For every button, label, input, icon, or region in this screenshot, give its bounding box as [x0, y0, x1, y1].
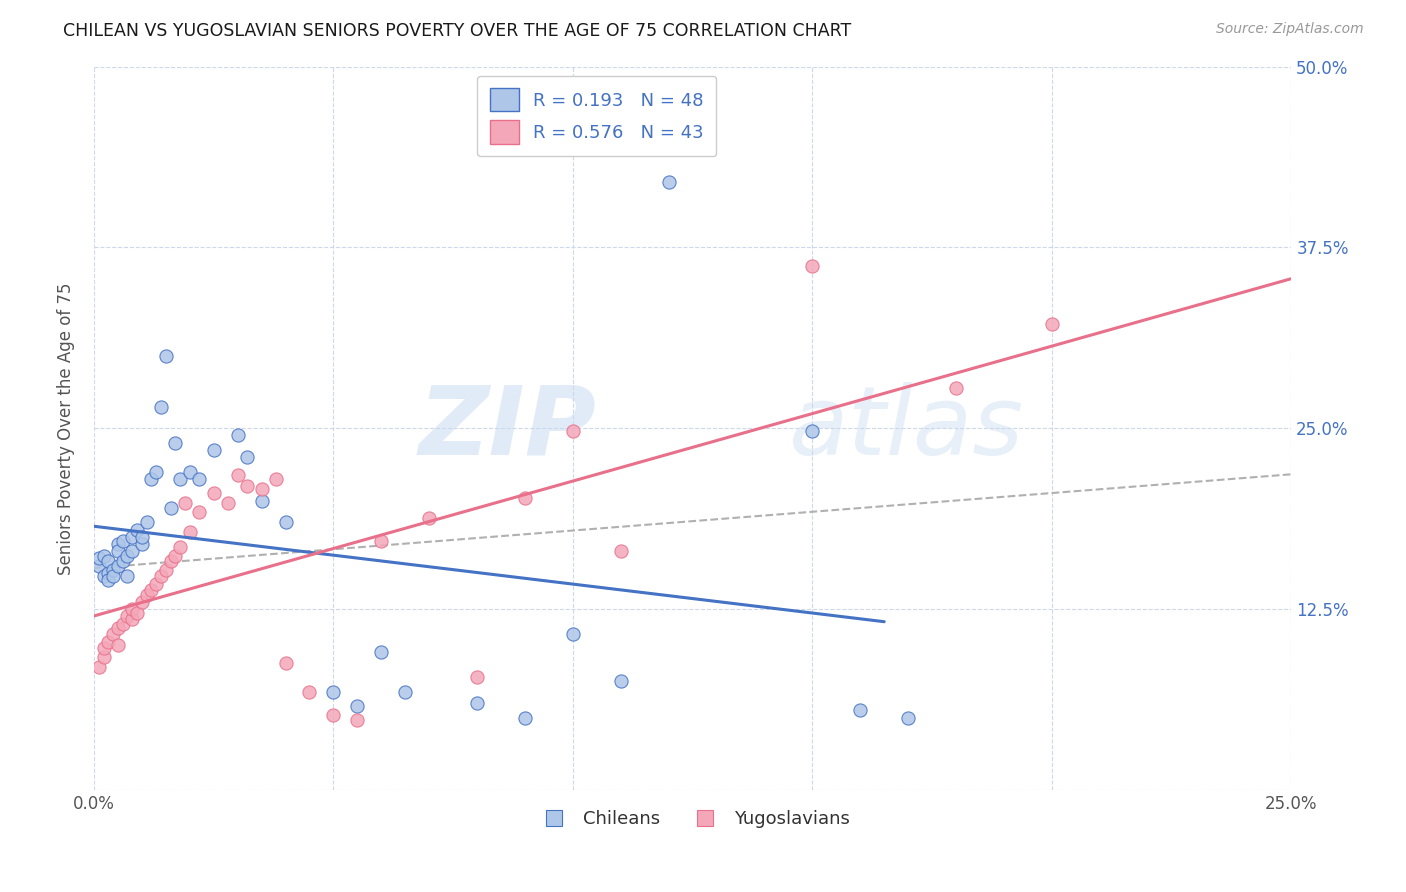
Point: [155, 349, 177, 363]
Point: [897, 710, 920, 724]
Point: [107, 544, 129, 558]
Point: [141, 472, 163, 486]
Point: [346, 698, 368, 713]
Point: [87, 558, 110, 573]
Point: [131, 595, 153, 609]
Point: [159, 500, 181, 515]
Point: [93, 569, 115, 583]
Point: [87, 660, 110, 674]
Point: [169, 540, 191, 554]
Point: [131, 537, 153, 551]
Point: [1040, 317, 1063, 331]
Point: [370, 645, 392, 659]
Point: [117, 569, 139, 583]
Point: [274, 656, 297, 670]
Point: [179, 525, 201, 540]
Point: [117, 549, 139, 563]
Point: [97, 573, 120, 587]
Point: [236, 450, 259, 465]
Legend: Chileans, Yugoslavians: Chileans, Yugoslavians: [529, 803, 856, 835]
Point: [658, 175, 681, 189]
Point: [121, 544, 143, 558]
Point: [202, 486, 225, 500]
Point: [135, 588, 157, 602]
Point: [298, 684, 321, 698]
Point: [945, 381, 967, 395]
Point: [149, 400, 172, 414]
Text: atlas: atlas: [789, 382, 1024, 475]
Point: [97, 566, 120, 580]
Point: [394, 684, 416, 698]
Point: [121, 612, 143, 626]
Point: [849, 703, 872, 717]
Point: [561, 626, 583, 640]
Point: [250, 482, 273, 496]
Point: [93, 549, 115, 563]
Point: [226, 467, 249, 482]
Point: [202, 442, 225, 457]
Point: [107, 621, 129, 635]
Y-axis label: Seniors Poverty Over the Age of 75: Seniors Poverty Over the Age of 75: [58, 282, 75, 574]
Point: [346, 714, 368, 728]
Point: [250, 493, 273, 508]
Point: [145, 465, 167, 479]
Point: [107, 638, 129, 652]
Point: [236, 479, 259, 493]
Point: [107, 537, 129, 551]
Point: [513, 710, 536, 724]
Point: [610, 544, 633, 558]
Text: Source: ZipAtlas.com: Source: ZipAtlas.com: [1216, 22, 1364, 37]
Point: [801, 424, 824, 438]
Point: [174, 496, 197, 510]
Point: [111, 616, 134, 631]
Point: [169, 472, 191, 486]
Point: [801, 259, 824, 273]
Point: [159, 554, 181, 568]
Point: [188, 472, 211, 486]
Point: [322, 684, 344, 698]
Point: [111, 554, 134, 568]
Point: [97, 635, 120, 649]
Point: [217, 496, 239, 510]
Point: [117, 609, 139, 624]
Point: [145, 577, 167, 591]
Point: [155, 563, 177, 577]
Point: [121, 530, 143, 544]
Point: [93, 649, 115, 664]
Point: [226, 428, 249, 442]
Point: [561, 424, 583, 438]
Point: [188, 505, 211, 519]
Point: [125, 607, 148, 621]
Point: [135, 516, 157, 530]
Point: [107, 558, 129, 573]
Point: [179, 465, 201, 479]
Point: [101, 569, 124, 583]
Point: [165, 549, 187, 563]
Point: [125, 523, 148, 537]
Point: [370, 534, 392, 549]
Point: [101, 626, 124, 640]
Text: ZIP: ZIP: [419, 382, 596, 475]
Point: [264, 472, 287, 486]
Point: [513, 491, 536, 505]
Point: [93, 641, 115, 656]
Point: [101, 563, 124, 577]
Point: [322, 707, 344, 722]
Point: [274, 516, 297, 530]
Point: [465, 696, 488, 710]
Point: [111, 534, 134, 549]
Point: [141, 583, 163, 598]
Point: [87, 551, 110, 566]
Point: [465, 670, 488, 684]
Point: [149, 569, 172, 583]
Point: [131, 530, 153, 544]
Point: [165, 435, 187, 450]
Point: [418, 511, 440, 525]
Point: [97, 554, 120, 568]
Point: [610, 674, 633, 689]
Text: CHILEAN VS YUGOSLAVIAN SENIORS POVERTY OVER THE AGE OF 75 CORRELATION CHART: CHILEAN VS YUGOSLAVIAN SENIORS POVERTY O…: [63, 22, 852, 40]
Point: [121, 602, 143, 616]
